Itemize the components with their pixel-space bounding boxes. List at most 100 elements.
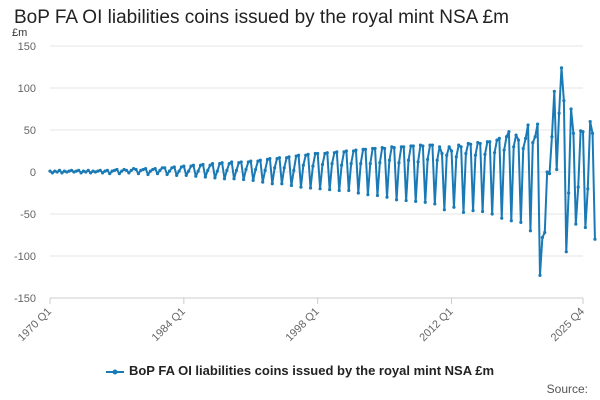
data-point[interactable] — [330, 162, 334, 166]
data-point[interactable] — [576, 185, 580, 189]
data-point[interactable] — [55, 170, 59, 174]
data-point[interactable] — [469, 142, 473, 146]
data-point[interactable] — [497, 136, 501, 140]
data-point[interactable] — [426, 157, 430, 161]
data-point[interactable] — [586, 187, 590, 191]
data-point[interactable] — [361, 147, 365, 151]
data-point[interactable] — [509, 219, 513, 223]
data-point[interactable] — [337, 188, 341, 193]
data-point[interactable] — [230, 160, 234, 164]
source-label[interactable]: Source: — [546, 382, 588, 396]
data-point[interactable] — [187, 169, 191, 173]
data-point[interactable] — [191, 163, 196, 167]
data-point[interactable] — [146, 172, 150, 177]
data-point[interactable] — [464, 151, 468, 156]
data-point[interactable] — [347, 188, 351, 193]
data-point[interactable] — [120, 169, 124, 173]
data-point[interactable] — [296, 153, 301, 157]
data-point[interactable] — [457, 143, 461, 147]
data-point[interactable] — [414, 199, 418, 203]
data-point[interactable] — [437, 145, 442, 149]
data-point[interactable] — [258, 158, 262, 162]
data-point[interactable] — [543, 230, 547, 235]
data-point[interactable] — [385, 195, 389, 199]
data-point[interactable] — [555, 167, 559, 172]
data-point[interactable] — [371, 146, 375, 151]
data-point[interactable] — [134, 167, 138, 172]
data-point[interactable] — [57, 168, 62, 172]
data-point[interactable] — [316, 151, 320, 156]
data-point[interactable] — [588, 120, 592, 124]
data-point[interactable] — [461, 210, 466, 214]
data-point[interactable] — [325, 151, 329, 155]
data-point[interactable] — [210, 162, 215, 166]
data-point[interactable] — [222, 177, 227, 181]
data-point[interactable] — [404, 198, 408, 203]
data-point[interactable] — [363, 147, 368, 151]
data-point[interactable] — [227, 162, 231, 166]
data-point[interactable] — [471, 209, 475, 213]
data-point[interactable] — [593, 237, 597, 241]
data-point[interactable] — [318, 187, 322, 191]
data-point[interactable] — [442, 208, 446, 212]
data-point[interactable] — [144, 167, 148, 171]
data-point[interactable] — [447, 145, 451, 149]
data-point[interactable] — [545, 170, 549, 174]
data-point[interactable] — [84, 170, 88, 174]
data-point[interactable] — [375, 193, 380, 198]
data-point[interactable] — [124, 168, 129, 172]
data-point[interactable] — [349, 162, 353, 166]
data-point[interactable] — [557, 111, 561, 115]
data-point[interactable] — [196, 169, 200, 173]
data-point[interactable] — [239, 160, 243, 164]
data-point[interactable] — [299, 185, 303, 189]
data-point[interactable] — [402, 145, 406, 149]
data-point[interactable] — [500, 216, 504, 220]
data-point[interactable] — [301, 163, 305, 167]
data-point[interactable] — [366, 193, 370, 197]
data-point[interactable] — [507, 130, 511, 134]
data-point[interactable] — [590, 131, 595, 135]
data-point[interactable] — [268, 156, 272, 161]
data-point[interactable] — [399, 145, 403, 149]
data-point[interactable] — [308, 186, 313, 190]
data-point[interactable] — [504, 135, 509, 139]
data-point[interactable] — [531, 141, 535, 145]
data-point[interactable] — [172, 165, 176, 169]
data-point[interactable] — [251, 178, 255, 182]
data-point[interactable] — [481, 209, 485, 214]
data-point[interactable] — [136, 172, 141, 176]
data-point[interactable] — [311, 164, 315, 168]
data-point[interactable] — [344, 149, 348, 153]
data-point[interactable] — [433, 202, 437, 206]
data-point[interactable] — [583, 225, 587, 230]
data-point[interactable] — [435, 158, 439, 162]
data-point[interactable] — [244, 167, 248, 172]
data-point[interactable] — [50, 171, 54, 175]
data-point[interactable] — [270, 182, 274, 186]
data-point[interactable] — [430, 143, 435, 147]
data-point[interactable] — [512, 145, 516, 149]
data-point[interactable] — [117, 172, 121, 176]
data-point[interactable] — [287, 155, 291, 159]
data-point[interactable] — [328, 188, 332, 192]
data-point[interactable] — [538, 273, 542, 277]
data-point[interactable] — [581, 130, 585, 134]
data-point[interactable] — [409, 144, 413, 148]
data-point[interactable] — [213, 176, 217, 180]
data-point[interactable] — [77, 168, 81, 172]
data-point[interactable] — [373, 146, 377, 151]
data-point[interactable] — [225, 168, 229, 172]
data-point[interactable] — [79, 171, 83, 175]
data-point[interactable] — [483, 152, 487, 156]
data-point[interactable] — [368, 162, 372, 166]
data-point[interactable] — [163, 166, 167, 170]
data-point[interactable] — [485, 140, 489, 144]
data-point[interactable] — [89, 171, 93, 175]
data-point[interactable] — [263, 168, 267, 172]
data-point[interactable] — [69, 168, 74, 172]
data-point[interactable] — [220, 161, 224, 165]
data-point[interactable] — [547, 172, 552, 176]
data-point[interactable] — [203, 175, 207, 179]
data-point[interactable] — [535, 122, 540, 126]
